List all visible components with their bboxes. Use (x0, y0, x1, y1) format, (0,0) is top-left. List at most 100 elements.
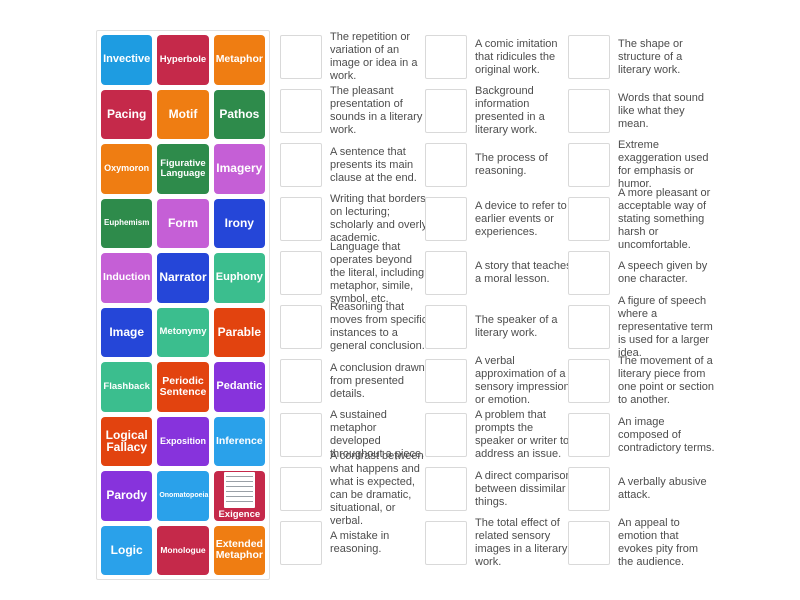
definition-text: Writing that borders on lecturing; schol… (330, 193, 428, 244)
answer-drop-slot[interactable] (568, 521, 610, 565)
keyword-tile[interactable]: Pacing (101, 89, 153, 139)
answer-drop-slot[interactable] (568, 413, 610, 457)
keyword-tile[interactable]: Onomatopoeia (157, 471, 209, 521)
keyword-tile-label: Parable (217, 324, 261, 339)
keyword-tile[interactable]: Euphemism (101, 198, 153, 248)
answer-drop-slot[interactable] (280, 413, 322, 457)
keyword-tile[interactable]: Invective (101, 35, 153, 85)
definition-item: A mistake in reasoning. (280, 516, 428, 570)
answer-drop-slot[interactable] (425, 197, 467, 241)
answer-drop-slot[interactable] (568, 197, 610, 241)
answer-drop-slot[interactable] (425, 143, 467, 187)
answer-drop-slot[interactable] (280, 89, 322, 133)
definition-item: An image composed of contradictory terms… (568, 408, 716, 462)
keyword-tile[interactable]: Metaphor (213, 35, 265, 85)
definition-item: An appeal to emotion that evokes pity fr… (568, 516, 716, 570)
keyword-tile[interactable]: Euphony (213, 253, 265, 303)
keyword-tile[interactable]: Flashback (101, 362, 153, 412)
definition-text: A figure of speech where a representativ… (618, 294, 713, 359)
definition-item: Writing that borders on lecturing; schol… (280, 192, 428, 246)
answer-drop-slot[interactable] (425, 305, 467, 349)
definition-text: A device to refer to earlier events or e… (475, 199, 567, 238)
keyword-tile[interactable]: Image (101, 307, 153, 357)
keyword-tile[interactable]: Periodic Sentence (157, 362, 209, 412)
definition-item: Extreme exaggeration used for emphasis o… (568, 138, 716, 192)
answer-drop-slot[interactable] (425, 251, 467, 295)
document-thumbnail-image (223, 472, 255, 509)
definition-text: The total effect of related sensory imag… (475, 517, 568, 568)
answer-drop-slot[interactable] (280, 35, 322, 79)
definitions-column-middle: A comic imitation that ridicules the ori… (425, 30, 573, 570)
definition-item: A conclusion drawn from presented detail… (280, 354, 428, 408)
answer-drop-slot[interactable] (425, 359, 467, 403)
answer-drop-slot[interactable] (280, 305, 322, 349)
keyword-tile-label: Imagery (216, 161, 263, 176)
definition-item: The total effect of related sensory imag… (425, 516, 573, 570)
definition-text: A contrast between what happens and what… (330, 450, 424, 527)
keyword-tile-label: Euphemism (103, 218, 150, 228)
definition-text: The repetition or variation of an image … (330, 31, 418, 82)
keyword-tile-label: Exposition (159, 435, 206, 446)
answer-drop-slot[interactable] (568, 359, 610, 403)
keyword-tile[interactable]: Monologue (157, 525, 209, 575)
definition-text: The shape or structure of a literary wor… (618, 37, 683, 76)
keyword-tile-label: Pedantic (216, 379, 263, 392)
answer-drop-slot[interactable] (568, 467, 610, 511)
definition-item: A direct comparison between dissimilar t… (425, 462, 573, 516)
answer-drop-slot[interactable] (568, 89, 610, 133)
answer-drop-slot[interactable] (280, 251, 322, 295)
keyword-tile[interactable]: Exigence (213, 471, 265, 521)
answer-drop-slot[interactable] (568, 35, 610, 79)
answer-drop-slot[interactable] (425, 35, 467, 79)
answer-drop-slot[interactable] (280, 467, 322, 511)
keyword-tile[interactable]: Pathos (213, 89, 265, 139)
keyword-tile[interactable]: Induction (101, 253, 153, 303)
keyword-tile[interactable]: Logical Fallacy (101, 416, 153, 466)
answer-drop-slot[interactable] (425, 521, 467, 565)
answer-drop-slot[interactable] (280, 521, 322, 565)
definition-text: A verbal approximation of a sensory impr… (475, 355, 570, 406)
keyword-tile[interactable]: Imagery (213, 144, 265, 194)
keyword-tile[interactable]: Figurative Language (157, 144, 209, 194)
keyword-tile[interactable]: Form (157, 198, 209, 248)
keyword-tile-label: Periodic Sentence (159, 374, 207, 398)
keyword-tile-label: Metonymy (159, 326, 207, 338)
keyword-tile-label: Invective (103, 52, 151, 65)
definition-text: The movement of a literary piece from on… (618, 355, 715, 406)
keyword-tile[interactable]: Extended Metaphor (213, 525, 265, 575)
keyword-tile[interactable]: Hyperbole (157, 35, 209, 85)
definition-text: Words that sound like what they mean. (618, 91, 705, 130)
answer-drop-slot[interactable] (280, 359, 322, 403)
answer-drop-slot[interactable] (568, 305, 610, 349)
answer-drop-slot[interactable] (425, 413, 467, 457)
keyword-tile[interactable]: Logic (101, 525, 153, 575)
keyword-tile[interactable]: Oxymoron (101, 144, 153, 194)
keyword-tile-label: Form (167, 215, 198, 230)
keywords-panel: Invective Hyperbole Metaphor Pacing Motif Pat… (96, 30, 270, 580)
keyword-tile-label: Pathos (219, 106, 260, 121)
keyword-tile[interactable]: Exposition (157, 416, 209, 466)
definition-item: A verbal approximation of a sensory impr… (425, 354, 573, 408)
answer-drop-slot[interactable] (425, 89, 467, 133)
definition-item: A verbally abusive attack. (568, 462, 716, 516)
keyword-tile[interactable]: Pedantic (213, 362, 265, 412)
keyword-tile[interactable]: Narrator (157, 253, 209, 303)
definition-text: A mistake in reasoning. (330, 530, 390, 555)
keyword-tile[interactable]: Parable (213, 307, 265, 357)
keyword-tile[interactable]: Parody (101, 471, 153, 521)
answer-drop-slot[interactable] (425, 467, 467, 511)
answer-drop-slot[interactable] (280, 143, 322, 187)
definition-item: The pleasant presentation of sounds in a… (280, 84, 428, 138)
definition-text: Reasoning that moves from specific insta… (330, 301, 428, 352)
definition-item: A contrast between what happens and what… (280, 450, 428, 527)
keyword-tile[interactable]: Irony (213, 198, 265, 248)
answer-drop-slot[interactable] (568, 143, 610, 187)
keyword-tile-label: Hyperbole (159, 53, 207, 65)
definition-text: An appeal to emotion that evokes pity fr… (618, 517, 699, 568)
keyword-tile[interactable]: Motif (157, 89, 209, 139)
answer-drop-slot[interactable] (568, 251, 610, 295)
keyword-tile[interactable]: Metonymy (157, 307, 209, 357)
keyword-tile[interactable]: Inference (213, 416, 265, 466)
answer-drop-slot[interactable] (280, 197, 322, 241)
